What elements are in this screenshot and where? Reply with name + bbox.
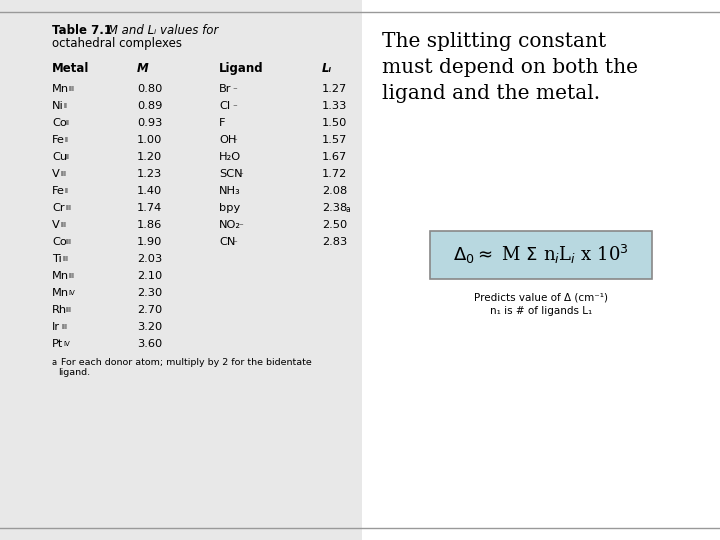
Text: Cl: Cl (219, 101, 230, 111)
Text: Br: Br (219, 84, 232, 94)
Text: Ir: Ir (52, 322, 60, 332)
Text: bpy: bpy (219, 203, 240, 213)
Text: Ti: Ti (52, 254, 62, 264)
Text: 2.38: 2.38 (322, 203, 347, 213)
Text: Pt: Pt (52, 339, 63, 349)
Text: ligand and the metal.: ligand and the metal. (382, 84, 600, 103)
Text: 3.20: 3.20 (137, 322, 162, 332)
Text: 0.80: 0.80 (137, 84, 163, 94)
Text: ⁻: ⁻ (238, 222, 243, 231)
Text: Ligand: Ligand (219, 62, 264, 75)
Text: 1.33: 1.33 (322, 101, 347, 111)
Text: V: V (52, 169, 60, 179)
Text: III: III (62, 256, 68, 262)
Text: 2.70: 2.70 (137, 305, 162, 315)
Text: Fe: Fe (52, 135, 65, 145)
Text: Lᵢ: Lᵢ (322, 62, 332, 75)
Text: Ni: Ni (52, 101, 64, 111)
Text: M: M (137, 62, 149, 75)
Text: NH₃: NH₃ (219, 186, 240, 196)
Text: M and Lᵢ values for: M and Lᵢ values for (104, 24, 218, 37)
Text: III: III (60, 171, 66, 177)
Text: 1.20: 1.20 (137, 152, 162, 162)
Text: 1.57: 1.57 (322, 135, 347, 145)
Text: Co: Co (52, 237, 67, 247)
FancyBboxPatch shape (430, 231, 652, 279)
Text: 1.72: 1.72 (322, 169, 347, 179)
Text: Fe: Fe (52, 186, 65, 196)
Text: $\Delta_0 \approx$ M $\Sigma$ n$_i$L$_i$ x 10$^3$: $\Delta_0 \approx$ M $\Sigma$ n$_i$L$_i$… (453, 242, 629, 266)
Text: 3.60: 3.60 (137, 339, 162, 349)
Text: Table 7.1: Table 7.1 (52, 24, 112, 37)
Text: 1.74: 1.74 (137, 203, 162, 213)
Text: 2.50: 2.50 (322, 220, 347, 230)
Text: CN: CN (219, 237, 235, 247)
Text: II: II (64, 188, 68, 194)
Text: II: II (64, 137, 68, 143)
Text: n₁ is # of ligands L₁: n₁ is # of ligands L₁ (490, 306, 592, 316)
Text: III: III (65, 239, 71, 245)
Text: Co: Co (52, 118, 67, 128)
Text: IV: IV (68, 290, 75, 296)
Text: 1.86: 1.86 (137, 220, 162, 230)
Text: V: V (52, 220, 60, 230)
Text: Predicts value of Δ (cm⁻¹): Predicts value of Δ (cm⁻¹) (474, 292, 608, 302)
Text: a: a (52, 358, 57, 367)
Text: Cr: Cr (52, 203, 65, 213)
Text: II: II (65, 120, 69, 126)
Text: 1.27: 1.27 (322, 84, 347, 94)
Text: 2.08: 2.08 (322, 186, 347, 196)
Text: 0.89: 0.89 (137, 101, 163, 111)
Text: octahedral complexes: octahedral complexes (52, 37, 182, 50)
Text: ⁻: ⁻ (232, 137, 237, 146)
Text: For each donor atom; multiply by 2 for the bidentate
ligand.: For each donor atom; multiply by 2 for t… (58, 358, 312, 377)
Text: 1.00: 1.00 (137, 135, 163, 145)
Text: 1.40: 1.40 (137, 186, 162, 196)
Text: II: II (63, 103, 67, 109)
Text: Cu: Cu (52, 152, 67, 162)
Text: 2.10: 2.10 (137, 271, 162, 281)
Text: III: III (65, 205, 71, 211)
Text: III: III (68, 86, 74, 92)
Text: H₂O: H₂O (219, 152, 241, 162)
Text: 0.93: 0.93 (137, 118, 163, 128)
Text: III: III (60, 222, 66, 228)
Text: 1.90: 1.90 (137, 237, 163, 247)
Text: III: III (65, 307, 71, 313)
Text: The splitting constant: The splitting constant (382, 32, 606, 51)
Text: NO₂: NO₂ (219, 220, 241, 230)
Text: a: a (345, 205, 350, 214)
Text: 2.03: 2.03 (137, 254, 162, 264)
Text: III: III (68, 273, 74, 279)
Text: F: F (219, 118, 225, 128)
Text: 2.30: 2.30 (137, 288, 162, 298)
Text: IV: IV (63, 341, 70, 347)
Text: SCN: SCN (219, 169, 243, 179)
Text: 1.23: 1.23 (137, 169, 162, 179)
Text: Metal: Metal (52, 62, 89, 75)
Text: Mn: Mn (52, 288, 69, 298)
Text: OH: OH (219, 135, 236, 145)
Text: Mn: Mn (52, 84, 69, 94)
Text: Rh: Rh (52, 305, 67, 315)
Text: ⁻: ⁻ (232, 86, 237, 95)
Text: II: II (65, 154, 69, 160)
Bar (362, 0, 720, 540)
Text: 1.50: 1.50 (322, 118, 347, 128)
Text: must depend on both the: must depend on both the (382, 58, 638, 77)
Text: 1.67: 1.67 (322, 152, 347, 162)
Text: ⁻: ⁻ (232, 103, 237, 112)
Text: Mn: Mn (52, 271, 69, 281)
Text: 2.83: 2.83 (322, 237, 347, 247)
Bar (0, 0, 362, 540)
Text: III: III (61, 324, 67, 330)
Text: ⁻: ⁻ (238, 171, 243, 180)
Text: ⁻: ⁻ (232, 239, 237, 248)
